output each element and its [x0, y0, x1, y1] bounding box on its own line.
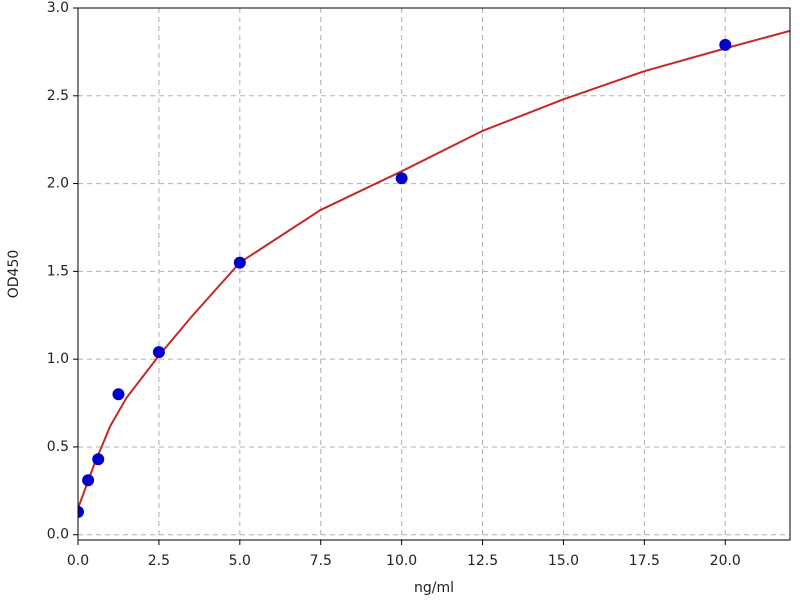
x-tick-label: 5.0 [229, 553, 251, 569]
y-tick-label: 3.0 [47, 0, 69, 16]
data-point [719, 38, 732, 51]
x-tick-label: 7.5 [310, 553, 332, 569]
x-tick-label: 12.5 [467, 553, 498, 569]
x-tick-label: 15.0 [548, 553, 579, 569]
x-tick-label: 2.5 [148, 553, 170, 569]
y-tick-label: 2.0 [47, 176, 69, 192]
data-point [112, 388, 125, 401]
x-tick-label: 0.0 [67, 553, 89, 569]
y-tick-label: 2.5 [47, 88, 69, 104]
y-tick-label: 1.5 [47, 263, 69, 279]
x-axis-label: ng/ml [414, 580, 454, 596]
y-tick-label: 1.0 [47, 351, 69, 367]
x-tick-label: 17.5 [629, 553, 660, 569]
data-point [92, 453, 105, 466]
y-axis-label: OD450 [6, 250, 22, 299]
fit-curve [78, 29, 790, 509]
data-point [78, 505, 84, 518]
x-tick-label: 20.0 [710, 553, 741, 569]
y-tick-label: 0.5 [47, 439, 69, 455]
plot-frame [77, 7, 791, 541]
x-tick-label: 10.0 [386, 553, 417, 569]
data-point [152, 346, 165, 359]
data-point [82, 474, 95, 487]
y-tick-label: 0.0 [47, 527, 69, 543]
data-point [395, 172, 408, 185]
data-point [233, 256, 246, 269]
